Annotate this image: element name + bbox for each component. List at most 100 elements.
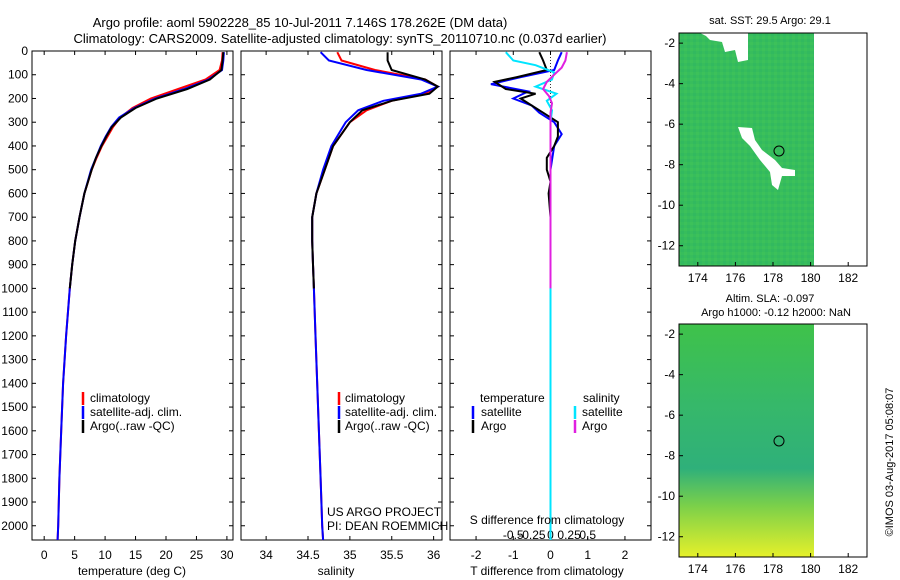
x-tick-label: 34 — [259, 548, 273, 562]
map-x-tick-label: 178 — [763, 562, 783, 576]
sst-map-title: sat. SST: 29.5 Argo: 29.1 — [709, 15, 831, 27]
x-tick-label: 2 — [622, 548, 629, 562]
salinity-legend: climatology satellite-adj. clim. Argo(..… — [337, 391, 437, 433]
x-tick-label: 35 — [343, 548, 357, 562]
salinity-panel — [240, 50, 443, 541]
x-tick-label: 0 — [547, 548, 554, 562]
depth-tick-label: 1200 — [1, 329, 28, 343]
map-x-tick-label: 180 — [801, 271, 821, 285]
map-x-tick-label: 174 — [688, 271, 708, 285]
depth-tick-label: 300 — [8, 115, 28, 129]
difference-legend: temperature salinity satellite Argo sate… — [471, 391, 623, 433]
x-tick-label: 36 — [427, 548, 441, 562]
map-x-tick-label: 174 — [688, 562, 708, 576]
legend-label-climatology: climatology — [90, 391, 150, 405]
x-tick-label: 20 — [159, 548, 173, 562]
salinity-series-satellite-adj-clim — [311, 51, 441, 541]
map-y-tick-label: -8 — [664, 449, 675, 463]
depth-tick-label: 100 — [8, 68, 28, 82]
header-line2: Climatology: CARS2009. Satellite-adjuste… — [73, 31, 606, 46]
legend-label-satellite: satellite-adj. clim. — [90, 405, 182, 419]
argo-location-marker — [773, 435, 785, 447]
tick-layer: 0 5 10 15 20 25 30 34 34.5 35 35.5 36 -2 -1 0 1 2 -0.5-0.… — [41, 51, 629, 562]
temperature-series-satellite-adj-clim — [56, 52, 225, 541]
map-y-tick-label: -2 — [664, 327, 675, 341]
line-layer — [56, 51, 568, 541]
depth-tick-label: 800 — [8, 234, 28, 248]
depth-tick-label: 900 — [8, 258, 28, 272]
depth-tick-label: 500 — [8, 163, 28, 177]
x-tick-label: 0 — [41, 548, 48, 562]
map-y-tick-label: -8 — [664, 158, 675, 172]
credit-text: ©IMOS 03-Aug-2017 05:08:07 — [884, 388, 896, 537]
x-tick-label: -2 — [471, 548, 482, 562]
map-y-tick-label: -10 — [658, 198, 676, 212]
project-line2: PI: DEAN ROEMMICH — [327, 519, 448, 533]
map-x-tick-label: 182 — [838, 271, 858, 285]
map-x-tick-label: 180 — [801, 562, 821, 576]
map-y-tick-label: -10 — [658, 489, 676, 503]
map-y-tick-label: -12 — [658, 530, 676, 544]
salinity-xlabel: salinity — [318, 564, 355, 578]
map-x-tick-label: 182 — [838, 562, 858, 576]
temperature-xlabel: temperature (deg C) — [78, 564, 186, 578]
legend-header-temperature: temperature — [480, 391, 545, 405]
depth-tick-label: 1500 — [1, 400, 28, 414]
x-tick-label: -1 — [508, 548, 519, 562]
map-x-tick-label: 176 — [725, 562, 745, 576]
sst-blank — [814, 33, 867, 266]
series-line-salinity-satellite — [505, 51, 559, 540]
header-line1: Argo profile: aoml 5902228_85 10-Jul-201… — [93, 15, 508, 30]
x2-tick-label: -0.5 — [503, 528, 524, 542]
x-tick-label: 25 — [190, 548, 204, 562]
sla-map — [678, 323, 868, 558]
map-axes: 174 176 178 180 182 -2 -4 -6 -8 -10 -12 174 176 178 18… — [658, 36, 859, 576]
legend-label-s-argo: Argo — [582, 419, 608, 433]
map-y-tick-label: -6 — [664, 117, 675, 131]
map-y-tick-label: -2 — [664, 36, 675, 50]
legend-header-salinity: salinity — [583, 391, 620, 405]
salinity-series-climatology — [311, 51, 440, 541]
x-tick-label: 10 — [98, 548, 112, 562]
depth-tick-label: 200 — [8, 91, 28, 105]
series-line-salinity-argo — [541, 52, 568, 289]
legend-label-climatology: climatology — [345, 391, 405, 405]
x-tick-label: 34.5 — [296, 548, 320, 562]
depth-tick-label: 600 — [8, 186, 28, 200]
map-y-tick-label: -4 — [664, 77, 675, 91]
map-x-tick-label: 176 — [725, 271, 745, 285]
sla-map-title: Altim. SLA: -0.097 — [726, 293, 815, 305]
legend-label-s-satellite: satellite — [582, 405, 623, 419]
temperature-series-climatology — [56, 52, 224, 541]
map-y-tick-label: -4 — [664, 368, 675, 382]
depth-tick-label: 700 — [8, 210, 28, 224]
legend-label-argo: Argo(..raw -QC) — [345, 419, 430, 433]
temperature-panel — [31, 50, 234, 541]
depth-axis: 0 100 200 300 400 500 600 700 800 900 1000 1100 1200… — [1, 44, 651, 533]
map-x-tick-label: 178 — [763, 271, 783, 285]
project-line1: US ARGO PROJECT — [327, 505, 442, 519]
x-tick-label: 5 — [71, 548, 78, 562]
sla-map-subtitle: Argo h1000: -0.12 h2000: NaN — [701, 307, 851, 319]
t-difference-xlabel: T difference from climatology — [470, 564, 624, 578]
depth-tick-label: 1000 — [1, 281, 28, 295]
depth-tick-label: 2000 — [1, 519, 28, 533]
depth-tick-label: 1600 — [1, 424, 28, 438]
map-y-tick-label: -6 — [664, 408, 675, 422]
x2-tick-label: 0.25 — [557, 528, 581, 542]
x-tick-label: 1 — [584, 548, 591, 562]
x2-tick-label: 0.5 — [579, 528, 596, 542]
sla-field — [679, 324, 814, 557]
legend-label-t-argo: Argo — [481, 419, 507, 433]
depth-tick-label: 1800 — [1, 471, 28, 485]
depth-tick-label: 1700 — [1, 448, 28, 462]
x-tick-label: 30 — [220, 548, 234, 562]
depth-tick-label: 400 — [8, 139, 28, 153]
sst-cloud-gap — [700, 33, 748, 62]
map-y-tick-label: -12 — [658, 239, 676, 253]
x2-tick-label: -0.25 — [518, 528, 546, 542]
legend-label-t-satellite: satellite — [481, 405, 522, 419]
depth-tick-label: 0 — [21, 44, 28, 58]
legend-label-argo: Argo(..raw -QC) — [90, 419, 175, 433]
